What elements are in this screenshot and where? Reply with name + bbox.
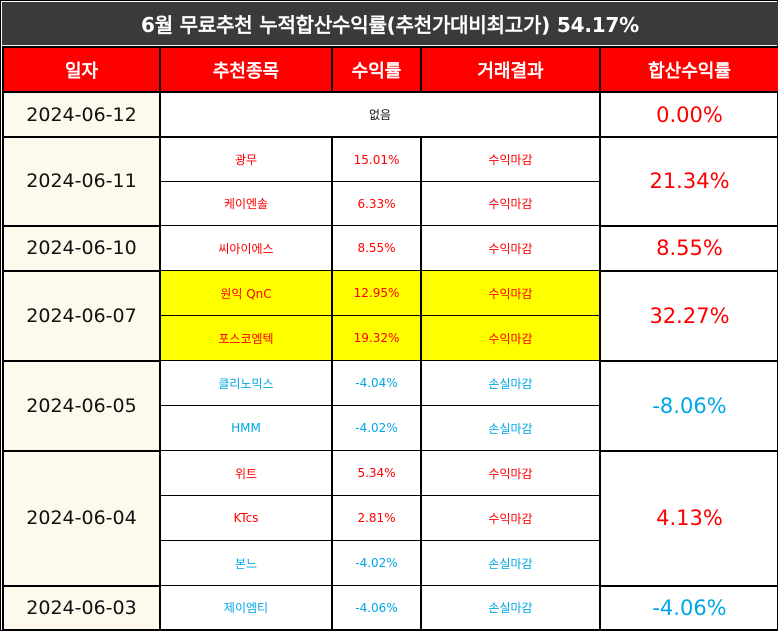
return-cell: 12.95% — [331, 270, 422, 316]
stock-cell: 본느 — [159, 540, 333, 586]
result-cell: 손실마감 — [420, 540, 601, 586]
table-row: 2024-06-11 광무 15.01% 수익마감 21.34% — [2, 136, 778, 227]
return-cell: 6.33% — [331, 181, 422, 226]
total-return-cell: 4.13% — [599, 449, 778, 587]
stock-cell: 클리노믹스 — [159, 360, 333, 406]
date-cell: 2024-06-07 — [2, 269, 161, 362]
stock-cell: 위트 — [159, 450, 333, 496]
table-row: 포스코엠텍 19.32% 수익마감 — [3, 315, 778, 361]
header-result: 거래결과 — [420, 46, 601, 93]
no-recommendation-cell: 없음 — [159, 91, 601, 138]
table-row: 2024-06-05 클리노믹스 -4.04% 손실마감 -8.06% — [2, 359, 778, 452]
table-row: 2024-06-10 씨아이에스 8.55% 수익마감 8.55% — [2, 224, 778, 272]
stock-cell: HMM — [159, 405, 333, 451]
result-cell: 수익마감 — [420, 270, 601, 316]
total-return-cell: 8.55% — [599, 224, 778, 272]
stock-cell: 제이엠티 — [159, 585, 333, 630]
date-cell: 2024-06-03 — [2, 584, 161, 631]
date-cell: 2024-06-11 — [2, 136, 161, 227]
return-cell: 2.81% — [331, 495, 422, 541]
return-cell: 5.34% — [331, 450, 422, 496]
table-row: 2024-06-03 제이엠티 -4.06% 손실마감 -4.06% — [2, 584, 778, 631]
return-cell: -4.06% — [331, 585, 422, 630]
result-cell: 수익마감 — [420, 450, 601, 496]
date-cell: 2024-06-10 — [2, 224, 161, 272]
header-stock: 추천종목 — [159, 46, 333, 93]
stock-cell: 광무 — [159, 136, 333, 182]
date-cell: 2024-06-05 — [2, 359, 161, 452]
header-row: 일자 추천종목 수익률 거래결과 합산수익률 — [2, 46, 778, 93]
table-row: 케이엔솔 6.33% 수익마감 — [3, 181, 778, 226]
result-cell: 수익마감 — [420, 315, 601, 361]
recommendation-table: 일자 추천종목 수익률 거래결과 합산수익률 2024-06-12 없음 0.0… — [2, 46, 778, 631]
result-cell: 수익마감 — [420, 181, 601, 226]
total-return-cell: -8.06% — [599, 359, 778, 452]
total-return-cell: 0.00% — [599, 91, 778, 138]
table-row: 2024-06-12 없음 0.00% — [2, 91, 778, 138]
header-return: 수익률 — [331, 46, 422, 93]
result-cell: 손실마감 — [420, 405, 601, 451]
stock-cell: 씨아이에스 — [159, 225, 333, 271]
header-total-return: 합산수익률 — [599, 46, 778, 93]
table-row: 2024-06-07 원익 QnC 12.95% 수익마감 32.27% — [2, 269, 778, 362]
result-cell: 손실마감 — [420, 360, 601, 406]
stock-cell: KTcs — [159, 495, 333, 541]
table-row: HMM -4.02% 손실마감 — [3, 405, 778, 451]
return-cell: 19.32% — [331, 315, 422, 361]
return-cell: -4.02% — [331, 540, 422, 586]
result-cell: 수익마감 — [420, 495, 601, 541]
date-cell: 2024-06-04 — [2, 449, 161, 587]
header-date: 일자 — [2, 46, 161, 93]
result-cell: 손실마감 — [420, 585, 601, 630]
total-return-cell: 21.34% — [599, 136, 778, 227]
table-row: 본느 -4.02% 손실마감 — [3, 540, 778, 586]
table-row: 2024-06-04 위트 5.34% 수익마감 4.13% — [2, 449, 778, 587]
total-return-cell: 32.27% — [599, 269, 778, 362]
stock-cell: 포스코엠텍 — [159, 315, 333, 361]
return-cell: 8.55% — [331, 225, 422, 271]
table-title: 6월 무료추천 누적합산수익률(추천가대비최고가) 54.17% — [2, 2, 778, 45]
return-cell: -4.02% — [331, 405, 422, 451]
total-return-cell: -4.06% — [599, 584, 778, 631]
date-cell: 2024-06-12 — [2, 91, 161, 138]
return-cell: -4.04% — [331, 360, 422, 406]
table-row: KTcs 2.81% 수익마감 — [3, 495, 778, 541]
result-cell: 수익마감 — [420, 136, 601, 182]
return-cell: 15.01% — [331, 136, 422, 182]
result-cell: 수익마감 — [420, 225, 601, 271]
stock-cell: 원익 QnC — [159, 270, 333, 316]
stock-cell: 케이엔솔 — [159, 181, 333, 226]
